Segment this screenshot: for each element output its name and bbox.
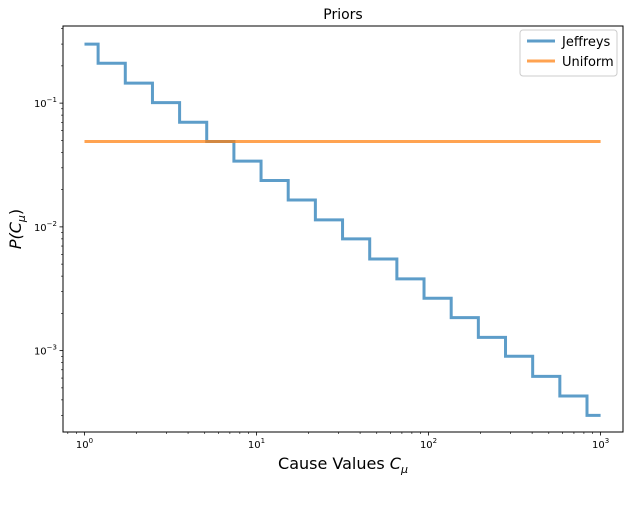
x-tick-label: 100	[76, 437, 93, 451]
y-tick-label: 10−1	[34, 96, 57, 110]
x-axis-label: Cause Values Cμ	[278, 454, 408, 476]
y-axis: 10−3 10−2 10−1	[34, 28, 63, 416]
y-tick-label: 10−3	[34, 344, 57, 358]
x-tick-label: 103	[592, 437, 609, 451]
series-line-jeffreys	[84, 42, 601, 417]
y-tick-label: 10−2	[34, 220, 57, 234]
x-axis: 100 101 102 103	[67, 432, 609, 451]
x-tick-label: 101	[248, 437, 265, 451]
plot-frame	[62, 25, 624, 433]
legend: Jeffreys Uniform	[519, 29, 618, 77]
y-axis-label: P(Cμ)	[6, 209, 28, 249]
chart-title: Priors	[323, 7, 362, 23]
series-layer	[84, 42, 601, 417]
legend-label-jeffreys: Jeffreys	[561, 35, 611, 50]
legend-label-uniform: Uniform	[562, 55, 614, 70]
x-tick-label: 102	[420, 437, 437, 451]
